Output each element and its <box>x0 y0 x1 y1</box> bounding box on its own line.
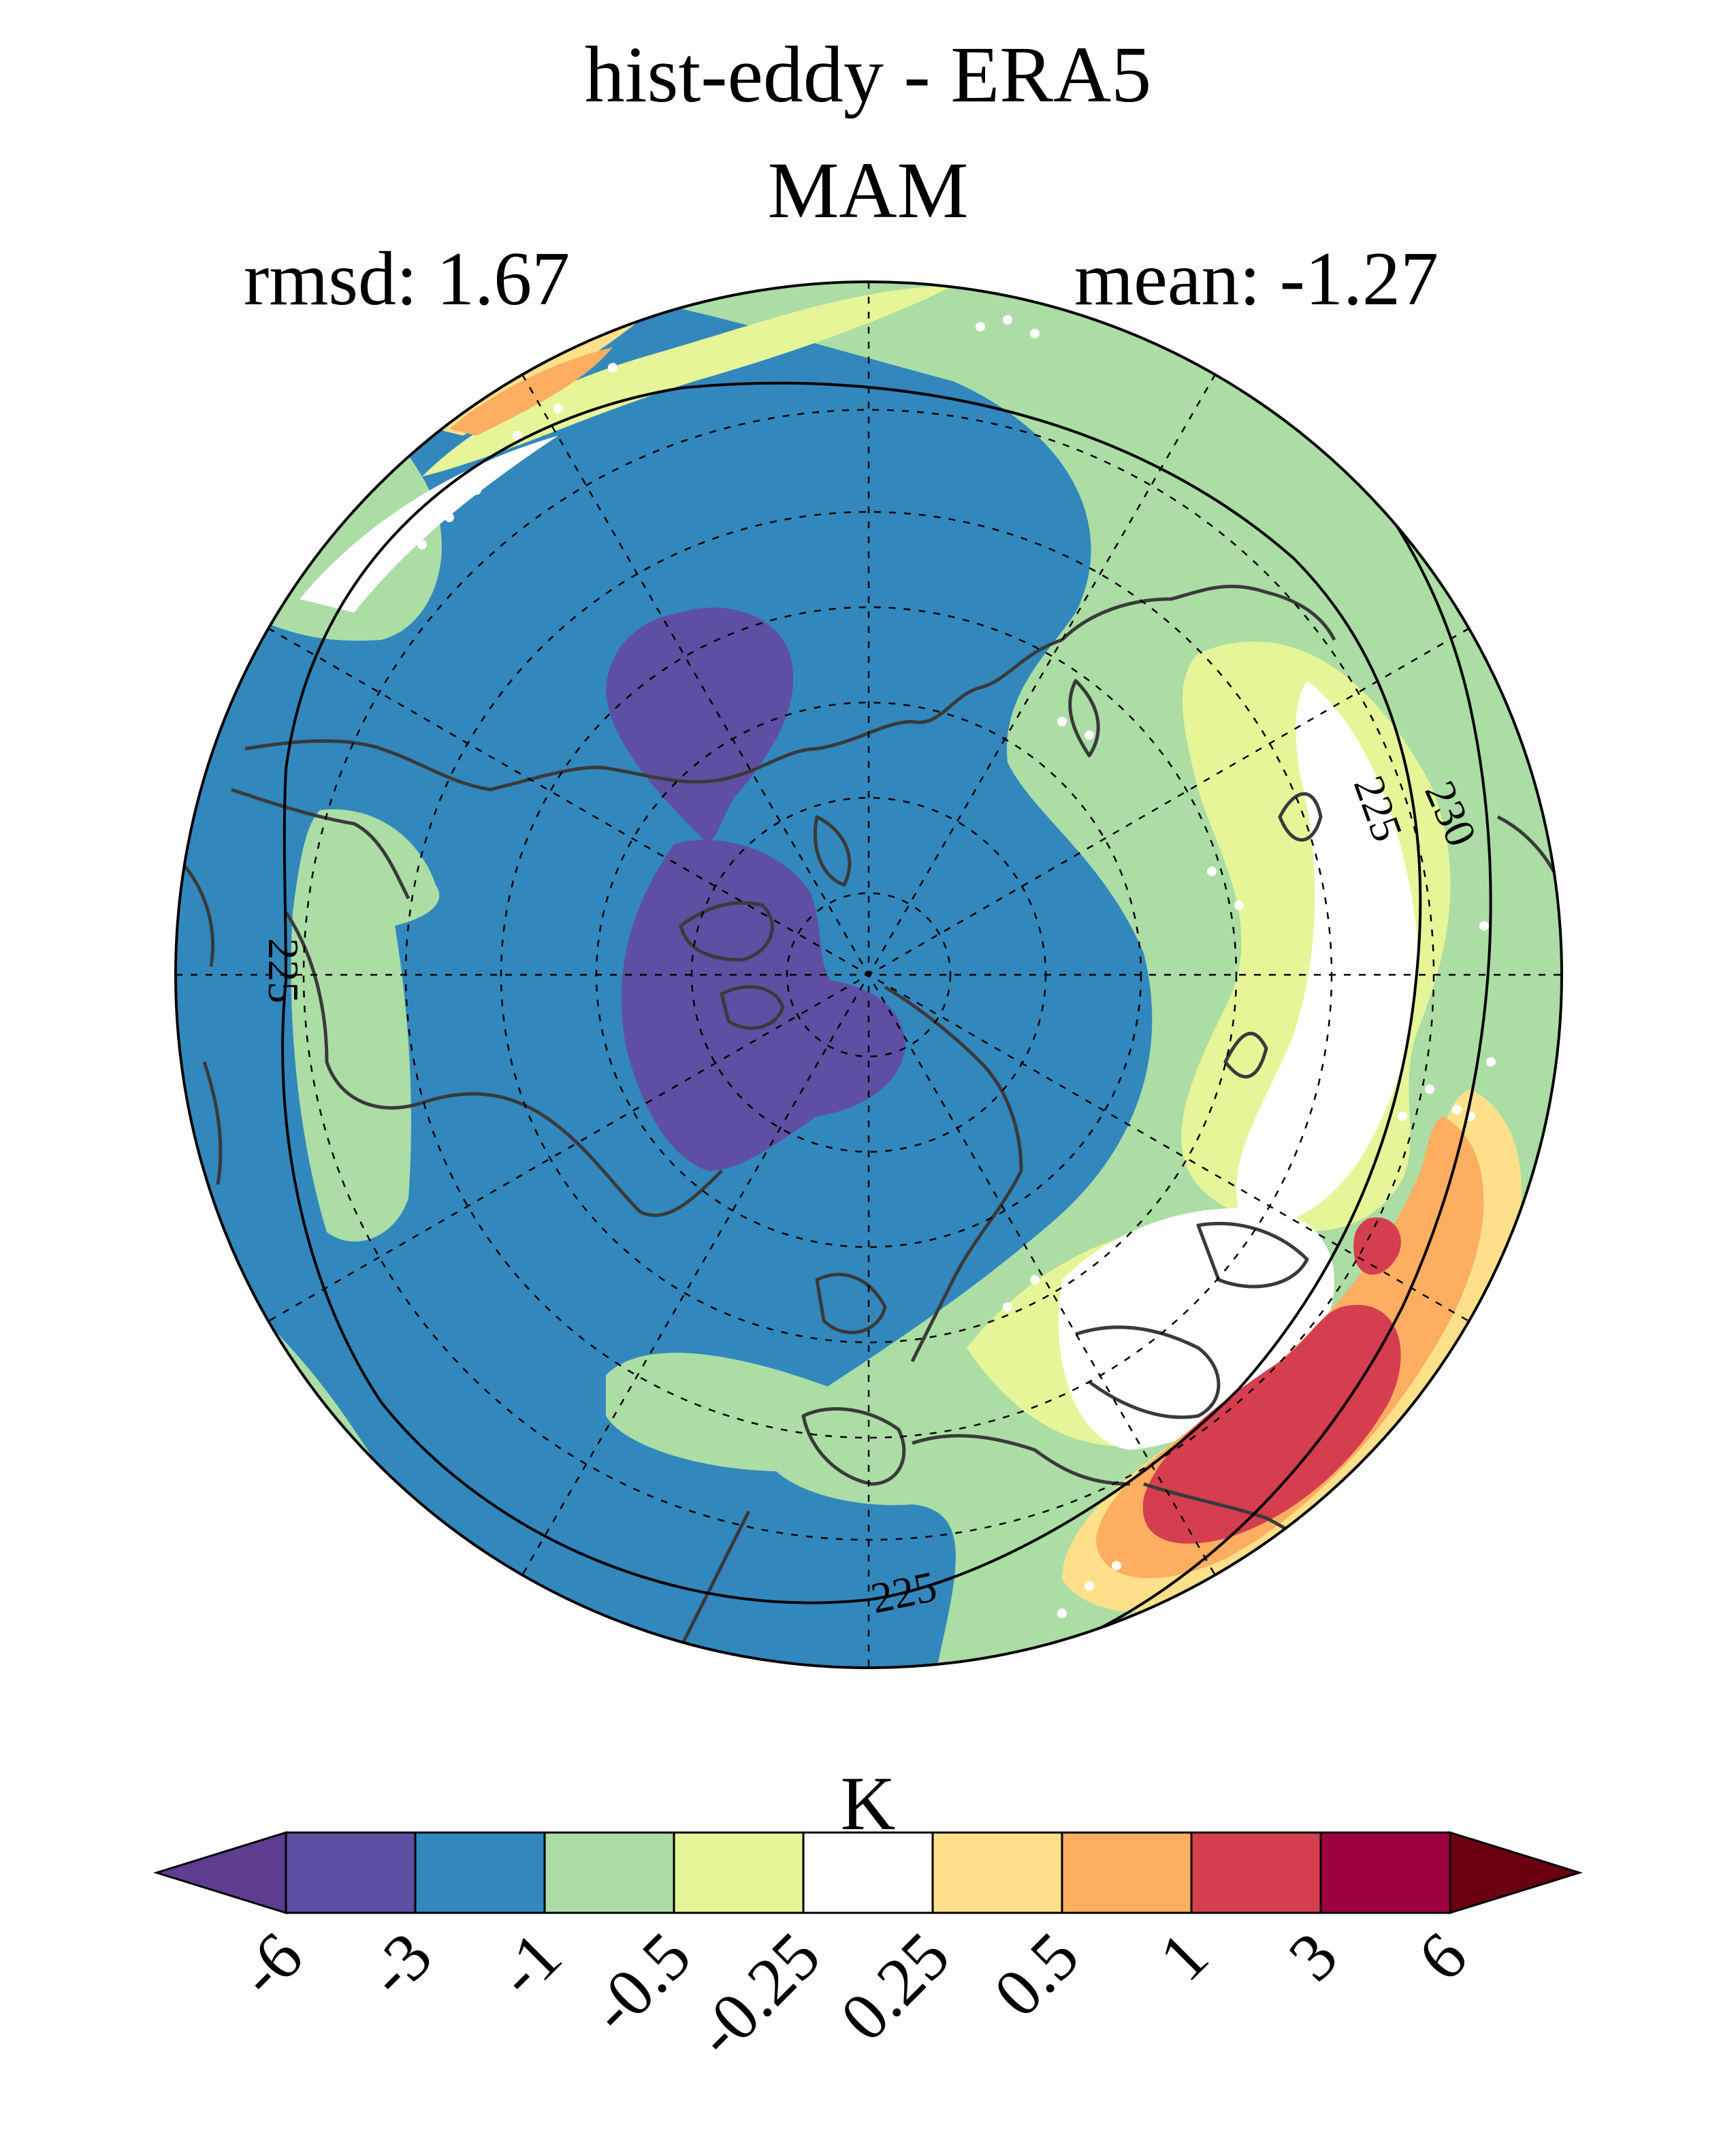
colorbar-tick-label: -0.5 <box>575 1918 705 2047</box>
field-purple-north <box>606 607 794 844</box>
colorbar-box <box>673 1831 805 1914</box>
graticule <box>176 282 1562 1668</box>
colorbar-box <box>802 1831 934 1914</box>
colorbar-tick-label: -6 <box>223 1918 317 2011</box>
mean-label: mean: -1.27 <box>1074 237 1438 321</box>
field-purple-arctic <box>621 839 905 1171</box>
colorbar-extend-high <box>1449 1830 1584 1915</box>
colorbar-extend-low <box>152 1830 287 1915</box>
colorbar-box <box>285 1831 417 1914</box>
season-subtitle: MAM <box>767 146 969 235</box>
colorbar-box <box>931 1831 1063 1914</box>
field-green-atlantic-lobe <box>606 1353 880 1472</box>
field-white-asia <box>1236 681 1417 1224</box>
field-yellow-pacific <box>422 286 953 477</box>
figure-title: hist-eddy - ERA5 <box>584 30 1152 119</box>
colorbar-tick-label: 6 <box>1404 1918 1481 1995</box>
colorbar-tick-label: -3 <box>353 1918 446 2011</box>
map-disk <box>176 282 1562 1668</box>
colorbar-tick-label: 3 <box>1274 1918 1352 1995</box>
field-red-spot <box>1353 1217 1401 1275</box>
colorbar-tick-label: -0.25 <box>681 1918 835 2071</box>
contour-label-225-west: 225 <box>259 938 308 1003</box>
map-boundary <box>174 280 1563 1669</box>
colorbar-tick-label: 0.25 <box>826 1918 963 2055</box>
colorbar-box <box>1319 1831 1451 1914</box>
field-white-pacific <box>300 436 558 613</box>
significance-dots <box>308 315 1496 1618</box>
colorbar: -6 -3 -1 -0.5-0.250.25 0.5 1 3 6 <box>152 1830 1584 2071</box>
colorbar-box <box>414 1831 546 1914</box>
field-green-greenland <box>291 809 440 1242</box>
colorbar-tick-label: -1 <box>482 1918 575 2011</box>
field-red <box>1142 1304 1401 1544</box>
colorbar-box <box>1190 1831 1322 1914</box>
rmsd-label: rmsd: 1.67 <box>244 237 570 321</box>
colorbar-tick-label: 1 <box>1145 1918 1223 1995</box>
colorbar-box <box>1061 1831 1193 1914</box>
colorbar-box <box>543 1831 675 1914</box>
colorbar-tick-label: 0.5 <box>980 1918 1093 2031</box>
